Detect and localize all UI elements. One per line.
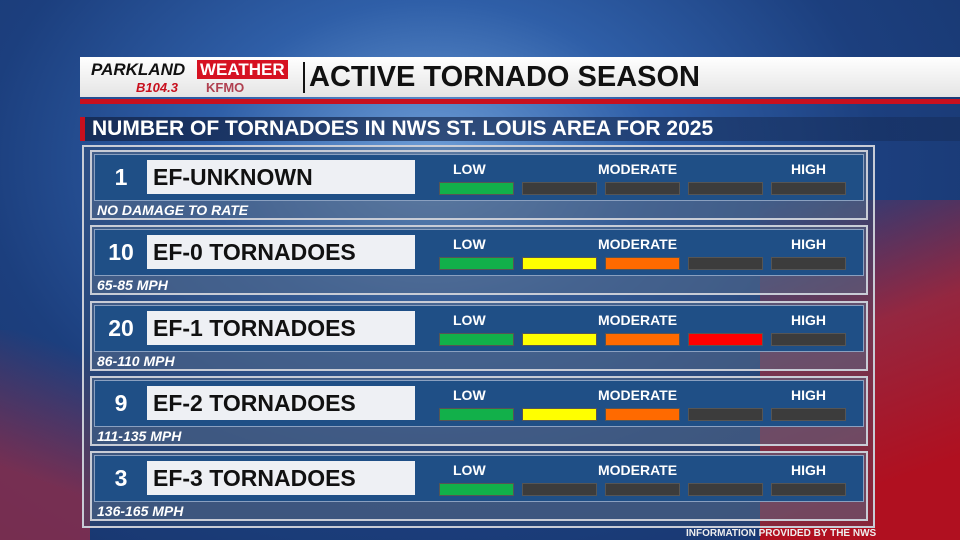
activity-bar-segment [439, 182, 514, 195]
tornado-count: 10 [108, 239, 134, 266]
wind-speed-range: 136-165 MPH [97, 503, 184, 520]
row-body: 10 EF-0 TORNADOES LOW MODERATE HIGH [94, 229, 864, 277]
scale-high-label: HIGH [791, 386, 826, 403]
activity-bar-segment [439, 483, 514, 497]
logo-weather: WEATHER [197, 60, 288, 79]
activity-bar-segment [605, 182, 680, 195]
ef-rating-name: EF-0 TORNADOES [147, 235, 415, 270]
scale-low-label: LOW [453, 236, 486, 253]
wind-speed-range: 65-85 MPH [97, 277, 168, 294]
wind-speed-range: 111-135 MPH [97, 427, 182, 444]
activity-bar-segment [522, 332, 597, 346]
tornado-row: 9 EF-2 TORNADOES LOW MODERATE HIGH 111-13… [90, 375, 868, 446]
activity-bar-segment [522, 182, 597, 195]
scale-low-label: LOW [453, 386, 486, 403]
scale-low-label: LOW [453, 462, 486, 479]
activity-bar-segment [439, 257, 514, 271]
activity-bar-segment [688, 257, 763, 271]
logo-parkland: PARKLAND [91, 60, 186, 79]
row-body: 9 EF-2 TORNADOES LOW MODERATE HIGH [94, 379, 864, 427]
activity-bar-segment [522, 407, 597, 421]
activity-bar-segment [605, 407, 680, 421]
scale-low-label: LOW [453, 311, 486, 328]
scale-high-label: HIGH [791, 236, 826, 253]
row-body: 20 EF-1 TORNADOES LOW MODERATE HIGH [94, 304, 864, 352]
tornado-row: 1 EF-UNKNOWN LOW MODERATE HIGH NO DAMAGE … [90, 150, 868, 220]
background-decoration [0, 330, 90, 540]
page-title: ACTIVE TORNADO SEASON [309, 61, 701, 93]
tornado-row: 20 EF-1 TORNADOES LOW MODERATE HIGH 86-11… [90, 300, 868, 371]
tornado-row: 10 EF-0 TORNADOES LOW MODERATE HIGH 65-85… [90, 225, 868, 296]
activity-bar-segment [688, 407, 763, 421]
activity-bar-segment [771, 332, 846, 346]
source-credit: INFORMATION PROVIDED BY THE NWS [686, 528, 877, 539]
activity-bar-segment [439, 332, 514, 346]
header-divider [80, 99, 960, 104]
ef-rating-name: EF-1 TORNADOES [147, 310, 415, 345]
activity-bar-segment [605, 257, 680, 271]
row-body: 1 EF-UNKNOWN LOW MODERATE HIGH [94, 154, 864, 201]
subtitle: NUMBER OF TORNADOES IN NWS ST. LOUIS ARE… [80, 117, 960, 141]
activity-bar-segment [522, 257, 597, 271]
activity-bar-segment [605, 483, 680, 497]
activity-bar-segment [771, 182, 846, 195]
logo-station-b104: B104.3 [136, 80, 178, 95]
scale-moderate-label: MODERATE [598, 462, 678, 479]
wind-speed-range: 86-110 MPH [97, 352, 175, 369]
activity-bar-segment [771, 407, 846, 421]
scale-high-label: HIGH [791, 462, 826, 479]
scale-moderate-label: MODERATE [598, 161, 678, 177]
row-body: 3 EF-3 TORNADOES LOW MODERATE HIGH [94, 455, 864, 503]
scale-high-label: HIGH [791, 161, 826, 177]
activity-bar-segment [771, 257, 846, 271]
scale-low-label: LOW [453, 161, 486, 177]
tornado-count: 9 [114, 389, 128, 416]
ef-rating-name: EF-2 TORNADOES [147, 385, 415, 420]
tornado-panel: 1 EF-UNKNOWN LOW MODERATE HIGH NO DAMAGE … [82, 145, 875, 528]
logo-station-kfmo: KFMO [206, 80, 245, 95]
scale-high-label: HIGH [791, 311, 826, 328]
ef-rating-name: EF-3 TORNADOES [147, 461, 415, 496]
wind-speed-range: NO DAMAGE TO RATE [97, 202, 249, 218]
activity-bar-segment [605, 332, 680, 346]
ef-rating-name: EF-UNKNOWN [147, 160, 415, 194]
activity-bar-segment [439, 407, 514, 421]
activity-bar-segment [522, 483, 597, 497]
scale-moderate-label: MODERATE [598, 386, 678, 403]
scale-moderate-label: MODERATE [598, 311, 678, 328]
activity-bar-segment [688, 332, 763, 346]
tornado-count: 20 [108, 314, 134, 341]
tornado-count: 1 [114, 164, 128, 190]
title-separator [303, 62, 305, 93]
activity-bar-segment [688, 182, 763, 195]
activity-bar-segment [771, 483, 846, 497]
scale-moderate-label: MODERATE [598, 236, 678, 253]
tornado-count: 3 [114, 465, 128, 492]
activity-bar-segment [688, 483, 763, 497]
tornado-row: 3 EF-3 TORNADOES LOW MODERATE HIGH 136-16… [90, 451, 868, 522]
